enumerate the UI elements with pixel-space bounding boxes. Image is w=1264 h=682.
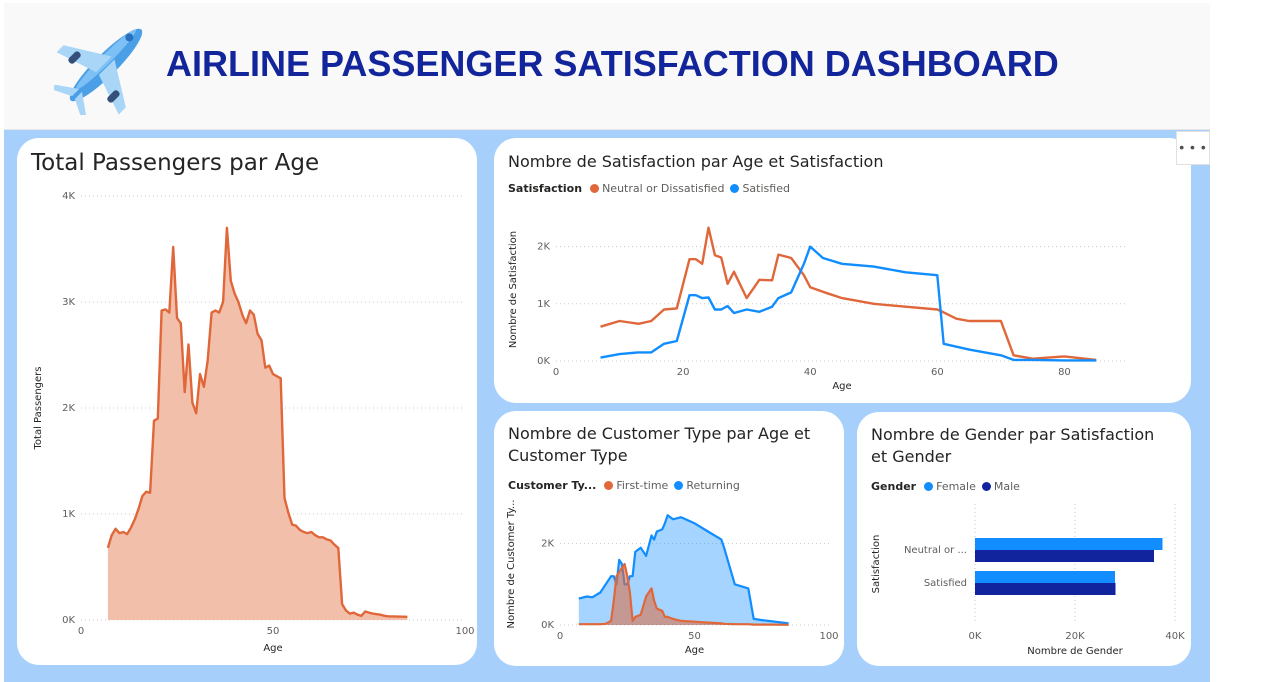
satisfaction-by-age-card[interactable]: Nombre de Satisfaction par Age et Satisf… [494,138,1191,403]
y-axis-label: Nombre de Satisfaction [508,231,519,348]
report-canvas: AIRLINE PASSENGER SATISFACTION DASHBOARD… [4,3,1210,682]
passengers-by-age-chart: 0K 1K 2K 3K 4K 0 50 100 Age Total Passengers [33,191,475,654]
customer-type-by-age-chart: 0K 2K 0 50 100 Age Nombre de Customer Ty... [506,500,839,656]
dashboard-title: AIRLINE PASSENGER SATISFACTION DASHBOARD [166,43,1059,84]
y-tick-label: 2K [537,242,550,253]
series-line-total-passengers [106,226,408,618]
x-tick-label: 20 [677,367,690,378]
x-tick-label: 50 [688,631,701,642]
chart-legend: Customer Ty... First-time Returning [508,479,746,492]
category-label: Satisfied [924,578,967,589]
x-tick-label: 100 [455,626,474,637]
chart-title-line: Nombre de Gender par Satisfaction [871,425,1155,444]
area-fill [107,227,408,621]
y-tick-label: 0K [537,356,550,367]
legend-item[interactable]: Male [981,480,1020,493]
x-tick-label: 0 [553,367,559,378]
passengers-by-age-card[interactable]: Total Passengers par Age 0K 1K 2K 3K 4K 0 50 10… [17,138,477,665]
y-tick-label: 1K [537,299,550,310]
legend-title: Customer Ty... [508,479,597,492]
airplane-icon [54,28,143,115]
x-tick-label: 0 [557,631,563,642]
legend-title: Gender [871,480,917,493]
x-tick-label: 100 [819,631,838,642]
y-tick-label: 2K [62,403,75,414]
y-axis-label: Satisfaction [871,535,882,594]
legend-item[interactable]: Neutral or Dissatisfied [590,182,724,195]
chart-title: Nombre de Gender par Satisfaction et Gen… [871,424,1154,468]
more-options-icon[interactable]: • • • [1176,131,1210,165]
x-tick-label: 20K [1065,631,1085,642]
area-fill-returning [578,515,789,625]
chart-legend: Satisfaction Neutral or Dissatisfied Sat… [508,182,796,195]
legend-title: Satisfaction [508,182,583,195]
customer-type-by-age-card[interactable]: Nombre de Customer Type par Age et Custo… [494,411,844,666]
y-tick-label: 2K [541,539,554,550]
x-tick-label: 40K [1165,631,1185,642]
y-axis-label: Nombre de Customer Ty... [506,500,517,629]
series-line-first-time [578,562,789,626]
x-axis-label: Age [685,645,704,656]
legend-item[interactable]: Female [924,480,976,493]
bar-female [975,571,1115,583]
legend-label: Female [936,480,976,493]
chart-title: Nombre de Satisfaction par Age et Satisf… [508,152,884,171]
chart-title-line: Customer Type [508,446,628,465]
y-tick-label: 3K [62,297,75,308]
series-line-neutral-or-dissatisfied [600,226,1097,362]
y-tick-label: 1K [62,509,75,520]
y-axis-label: Total Passengers [33,367,44,451]
dashboard-header: AIRLINE PASSENGER SATISFACTION DASHBOARD [4,3,1210,130]
series-line-returning [578,514,789,625]
bar-male [975,550,1154,562]
x-axis-label: Age [832,381,851,392]
y-tick-label: 0K [62,615,75,626]
legend-item[interactable]: Satisfied [730,182,790,195]
bar-male [975,583,1116,595]
category-label: Neutral or ... [904,545,967,556]
satisfaction-by-age-chart: 0K 1K 2K 0 20 40 60 80 Age Nombre de Satisfaction [508,226,1128,392]
legend-label: Satisfied [742,182,790,195]
bar-female [975,538,1163,550]
legend-label: First-time [616,479,669,492]
gender-by-satisfaction-chart: 0K 20K 40K Nombre de Gender Satisfaction Neut… [871,504,1185,657]
legend-label: Male [993,480,1020,493]
gender-by-satisfaction-card[interactable]: Nombre de Gender par Satisfaction et Gen… [857,412,1191,666]
legend-item[interactable]: First-time [604,479,668,492]
y-tick-label: 4K [62,191,75,202]
x-tick-label: 0 [78,626,84,637]
chart-legend: Gender Female Male [871,480,1026,493]
x-axis-label: Age [263,643,282,654]
x-axis-label: Nombre de Gender [1027,646,1123,657]
x-tick-label: 50 [267,626,280,637]
chart-title-line: Nombre de Customer Type par Age et [508,424,811,443]
legend-item[interactable]: Returning [674,479,740,492]
y-tick-label: 0K [541,620,554,631]
x-tick-label: 60 [931,367,944,378]
x-tick-label: 0K [969,631,982,642]
legend-label: Neutral or Dissatisfied [602,182,725,195]
chart-title: Nombre de Customer Type par Age et Custo… [508,423,810,467]
legend-label: Returning [686,479,740,492]
chart-title: Total Passengers par Age [31,150,320,176]
chart-title-line: et Gender [871,447,952,466]
x-tick-label: 80 [1058,367,1071,378]
x-tick-label: 40 [804,367,817,378]
series-line-satisfied [600,245,1097,362]
